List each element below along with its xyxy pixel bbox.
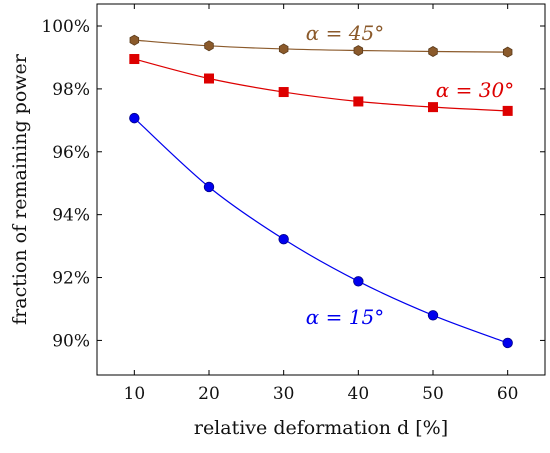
- plot-frame: [96, 3, 546, 376]
- data-point: [129, 112, 140, 124]
- x-tick-label: 10: [124, 384, 146, 404]
- data-point: [353, 45, 364, 56]
- data-point: [204, 73, 214, 84]
- series-label: α = 45°: [306, 21, 384, 45]
- series-line: [134, 58, 508, 112]
- data-point: [353, 276, 364, 287]
- data-point: [129, 34, 140, 46]
- labels-group: 10 20 30 40 50 60 90% 92% 94% 96% 98% 100% relative …: [9, 17, 518, 439]
- x-tick-label: 50: [422, 384, 444, 404]
- data-point: [502, 46, 513, 58]
- series-2: [129, 112, 513, 349]
- data-point: [502, 105, 513, 116]
- data-point: [502, 337, 513, 349]
- series-label: α = 30°: [436, 78, 514, 102]
- x-tick-label: 20: [198, 384, 220, 404]
- series-1: [129, 54, 513, 116]
- data-point: [278, 43, 289, 55]
- data-point: [353, 96, 364, 107]
- series-0: [129, 34, 513, 58]
- y-tick-label: 100%: [41, 17, 90, 37]
- data-point: [204, 40, 214, 52]
- data-point: [129, 54, 140, 65]
- y-tick-label: 92%: [52, 269, 90, 289]
- y-tick-label: 96%: [52, 143, 90, 163]
- data-point: [428, 102, 438, 113]
- axes: [96, 3, 546, 376]
- x-axis-title: relative deformation d [%]: [194, 417, 448, 439]
- y-tick-label: 94%: [52, 206, 90, 226]
- data-point: [203, 181, 215, 193]
- y-axis-title: fraction of remaining power: [9, 53, 31, 325]
- data-point: [427, 310, 439, 321]
- x-tick-label: 30: [273, 384, 295, 404]
- x-tick-label: 60: [497, 384, 519, 404]
- series-line: [134, 39, 508, 53]
- series-group: [129, 34, 513, 349]
- y-tick-label: 90%: [52, 331, 90, 351]
- data-point: [278, 233, 289, 245]
- data-point: [278, 87, 289, 98]
- x-tick-label: 40: [348, 384, 370, 404]
- data-point: [428, 46, 438, 57]
- series-label: α = 15°: [306, 305, 384, 329]
- y-tick-label: 98%: [52, 80, 90, 100]
